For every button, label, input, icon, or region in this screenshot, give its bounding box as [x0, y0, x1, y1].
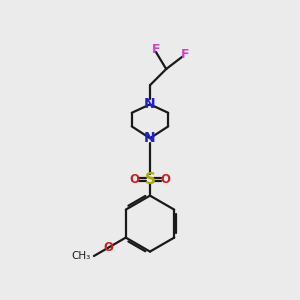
- Text: O: O: [160, 173, 170, 186]
- Text: S: S: [145, 172, 155, 187]
- Text: CH₃: CH₃: [72, 251, 91, 261]
- Text: O: O: [103, 242, 113, 254]
- Text: F: F: [181, 48, 189, 61]
- Text: N: N: [144, 131, 156, 145]
- Text: F: F: [152, 43, 160, 56]
- Text: O: O: [130, 173, 140, 186]
- Text: N: N: [144, 98, 156, 111]
